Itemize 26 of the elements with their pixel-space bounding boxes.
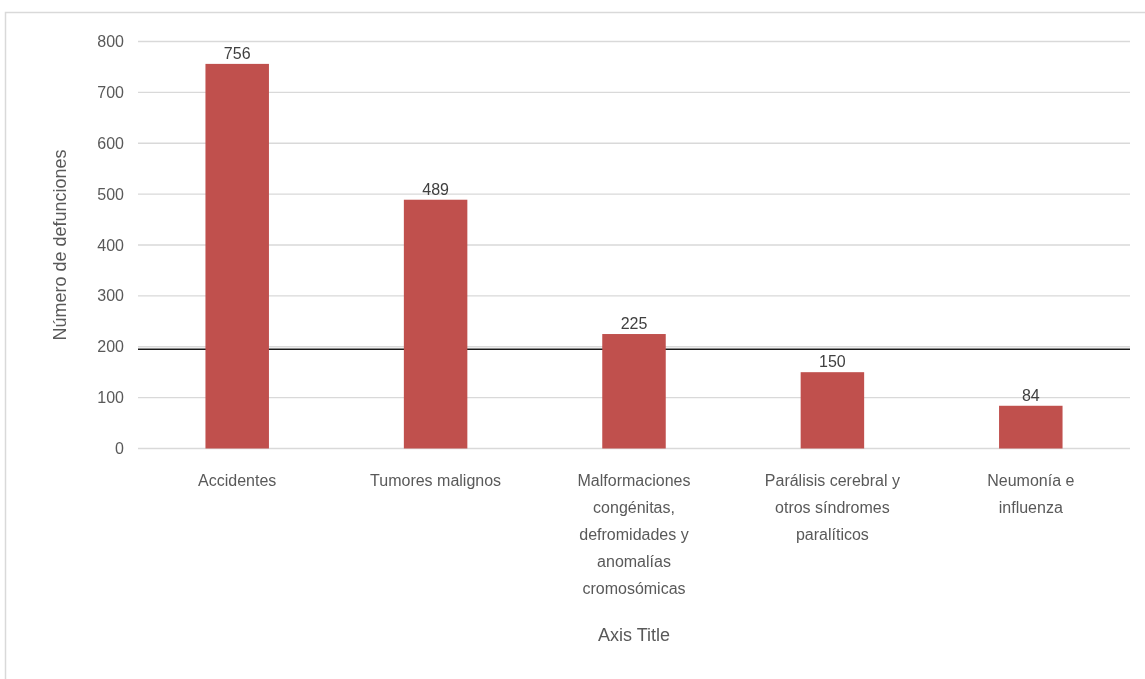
data-label: 225 (620, 315, 648, 333)
y-tick-label: 600 (97, 134, 125, 152)
data-label: 489 (422, 180, 450, 198)
y-tick-label: 800 (97, 33, 125, 51)
x-tick-label: Tumores malignos (370, 472, 502, 489)
x-tick-label: Malformaciones congénitas, defromidades y anomalías cromosómicas (577, 472, 691, 597)
bar (602, 334, 666, 449)
x-axis-title: Axis Title (597, 625, 671, 645)
data-label: 150 (819, 353, 846, 371)
y-tick-label: 200 (97, 338, 125, 356)
bar (999, 405, 1063, 449)
y-tick-label: 0 (115, 440, 125, 458)
bar (403, 199, 468, 449)
x-tick-label: Accidentes (198, 472, 277, 489)
data-label: 84 (1021, 386, 1040, 404)
x-tick-label: Neumonía e influenza (987, 472, 1075, 516)
y-tick-label: 700 (97, 83, 125, 101)
x-tick-label: Parálisis cerebral y otros síndromes paralíticos (764, 472, 900, 543)
bar (800, 372, 865, 449)
data-label: 756 (223, 44, 251, 62)
y-tick-label: 300 (97, 287, 125, 305)
y-tick-label: 400 (97, 236, 125, 254)
y-axis-title: Número de defunciones (50, 149, 71, 341)
y-tick-label: 100 (97, 389, 125, 407)
y-tick-label: 500 (97, 185, 125, 203)
bar (205, 63, 269, 449)
